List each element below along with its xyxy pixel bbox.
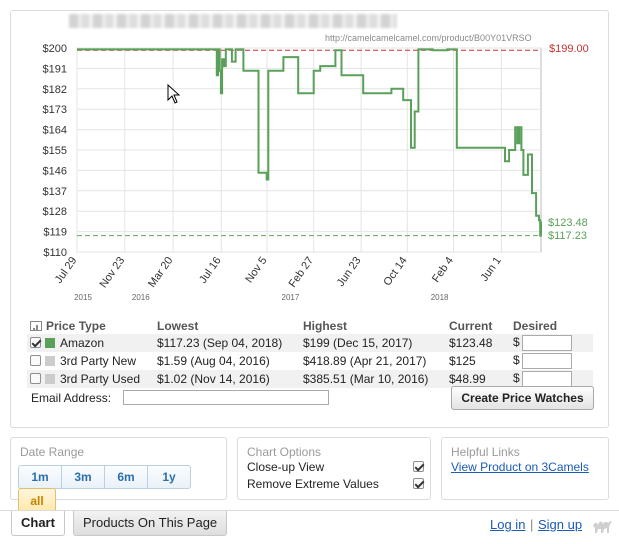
year-label: 2018 — [431, 293, 449, 302]
range-1m-button[interactable]: 1m — [18, 465, 62, 489]
chart-series — [77, 48, 542, 237]
helpful-links-title: Helpful Links — [451, 445, 520, 459]
desired-price-input[interactable] — [521, 335, 572, 351]
y-tick-label: $182 — [43, 84, 67, 96]
x-tick-label: Mar 20 — [146, 255, 175, 290]
create-price-watches-button[interactable]: Create Price Watches — [451, 386, 594, 410]
marker-low-label: $117.23 — [548, 230, 587, 242]
x-axis-ticks: Jul 29 Nov 23 Mar 20 Jul 16 Nov 5 Feb 27 Jun 2… — [53, 255, 504, 290]
reference-lines — [77, 49, 541, 237]
x-tick-label: Feb 27 — [287, 255, 316, 290]
price-history-panel: http://camelcamelcamel.com/product/B00Y0… — [10, 10, 609, 428]
y-tick-label: $137 — [43, 186, 67, 198]
footer-separator: | — [530, 517, 534, 532]
series-line-amazon — [77, 48, 542, 237]
amazon-swatch — [45, 338, 55, 348]
y-tick-label: $110 — [43, 247, 67, 259]
close-up-view-checkbox[interactable] — [413, 461, 424, 472]
desired-price-input[interactable] — [521, 353, 572, 369]
x-tick-label: Jul 29 — [53, 255, 80, 286]
y-tick-label: $173 — [43, 104, 67, 116]
range-1y-button[interactable]: 1y — [147, 465, 191, 489]
signup-link[interactable]: Sign up — [538, 517, 583, 532]
remove-extreme-values-option: Remove Extreme Values — [247, 477, 424, 491]
chart-options-title: Chart Options — [247, 445, 322, 459]
y-tick-label: $155 — [43, 145, 67, 157]
price-type-table: Price Type Lowest Highest Current Desire… — [27, 317, 593, 388]
x-tick-label: Jun 23 — [335, 255, 364, 289]
mouse-cursor-icon — [167, 83, 181, 104]
chart-toggle-icon[interactable] — [30, 320, 42, 331]
y-tick-label: $200 — [43, 43, 67, 55]
chart-grid — [76, 47, 542, 253]
email-field[interactable] — [123, 390, 329, 405]
header-desired: Desired — [513, 318, 558, 333]
third-party-used-checkbox[interactable] — [30, 373, 41, 384]
header-highest: Highest — [303, 318, 348, 333]
camel-icon — [593, 521, 612, 533]
blurred-product-title — [69, 14, 397, 28]
product-url: http://camelcamelcamel.com/product/B00Y0… — [325, 33, 532, 43]
header-current: Current — [449, 318, 493, 333]
y-tick-label: $119 — [43, 227, 67, 239]
x-tick-label: Jun 1 — [479, 255, 504, 284]
view-on-3camels-link[interactable]: View Product on 3Camels — [451, 460, 589, 474]
x-tick-label: Nov 23 — [97, 255, 127, 290]
close-up-view-option: Close-up View — [247, 460, 424, 474]
third-party-used-swatch — [45, 374, 55, 384]
date-range-title: Date Range — [20, 445, 85, 459]
year-label: 2016 — [132, 293, 150, 302]
tab-products-on-this-page[interactable]: Products On This Page — [73, 511, 228, 536]
chart-options-panel: Chart Options Close-up View Remove Extre… — [237, 437, 431, 500]
year-label: 2015 — [74, 293, 92, 302]
helpful-links-panel: Helpful Links View Product on 3Camels — [441, 437, 609, 500]
y-tick-label: $164 — [43, 125, 67, 137]
y-axis-ticks: $200 $191 $182 $173 $164 $155 $146 $137 $128 $119… — [43, 43, 67, 259]
price-chart[interactable]: $200 $191 $182 $173 $164 $155 $146 $137 $128 $119… — [11, 11, 610, 311]
third-party-new-checkbox[interactable] — [30, 355, 41, 366]
marker-current-label: $123.48 — [548, 217, 588, 229]
x-tick-label: Oct 14 — [381, 255, 409, 288]
x-tick-label: Jul 16 — [197, 255, 224, 286]
x-tick-label: Nov 5 — [243, 255, 269, 285]
third-party-new-swatch — [45, 356, 55, 366]
year-label: 2017 — [282, 293, 300, 302]
x-tick-label: Feb 4 — [430, 255, 456, 285]
remove-extreme-values-checkbox[interactable] — [413, 478, 424, 489]
range-all-button[interactable]: all — [18, 488, 56, 512]
header-price-type: Price Type — [27, 317, 157, 334]
date-range-panel: Date Range 1m 3m 6m 1y — [10, 437, 227, 500]
login-link[interactable]: Log in — [490, 517, 526, 532]
range-3m-button[interactable]: 3m — [61, 465, 105, 489]
tab-chart[interactable]: Chart — [11, 511, 65, 536]
email-label: Email Address: — [31, 391, 112, 405]
y-tick-label: $191 — [43, 63, 67, 75]
marker-high-label: $199.00 — [549, 43, 589, 55]
table-row: Amazon $117.23 (Sep 04, 2018) $199 (Dec … — [27, 334, 593, 352]
y-tick-label: $128 — [43, 206, 67, 218]
year-labels: 2015 2016 2017 2018 — [74, 293, 449, 302]
table-row: 3rd Party New $1.59 (Aug 04, 2016) $418.… — [27, 352, 593, 370]
bottom-tab-bar: Chart Products On This Page Log in | Sig… — [0, 510, 619, 544]
table-row: 3rd Party Used $1.02 (Nov 14, 2016) $385… — [27, 370, 593, 388]
amazon-checkbox[interactable] — [30, 337, 41, 348]
y-tick-label: $146 — [43, 165, 67, 177]
header-lowest: Lowest — [157, 318, 199, 333]
range-6m-button[interactable]: 6m — [104, 465, 148, 489]
desired-price-input[interactable] — [521, 371, 572, 387]
